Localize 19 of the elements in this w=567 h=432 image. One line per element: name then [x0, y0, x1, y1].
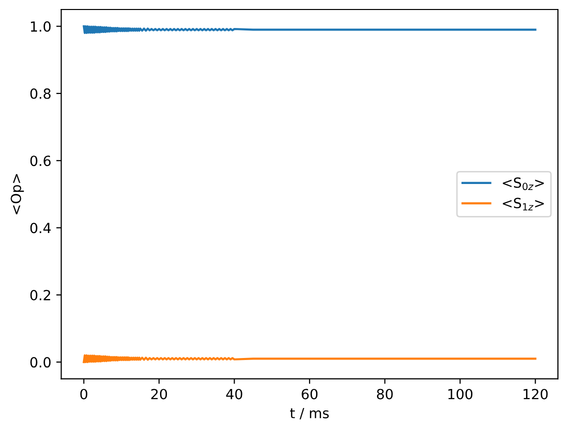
x-tick-label: 60 — [302, 388, 318, 400]
x-axis-title: t / ms — [290, 408, 329, 420]
legend-label: <S$_{1z}$> — [502, 198, 544, 210]
x-tick-label: 0 — [80, 388, 88, 400]
legend-label: <S$_{0z}$> — [502, 177, 544, 190]
x-tick-label: 80 — [376, 388, 393, 400]
x-tick-label: 100 — [448, 388, 472, 400]
y-axis-title: <Op> — [10, 174, 24, 214]
line-series — [82, 25, 536, 34]
x-tick-label: 40 — [226, 388, 242, 400]
x-tick-label: 20 — [151, 388, 167, 400]
line-series — [82, 354, 536, 364]
y-tick-label: 0.8 — [30, 88, 51, 99]
y-tick-label: 0.6 — [30, 156, 51, 166]
y-tick-label: 0.4 — [30, 222, 51, 234]
y-tick-label: 0.2 — [30, 290, 50, 300]
y-tick-label: 1.0 — [30, 21, 51, 32]
x-tick-label: 120 — [524, 388, 548, 400]
y-tick-label: 0.0 — [30, 357, 51, 368]
